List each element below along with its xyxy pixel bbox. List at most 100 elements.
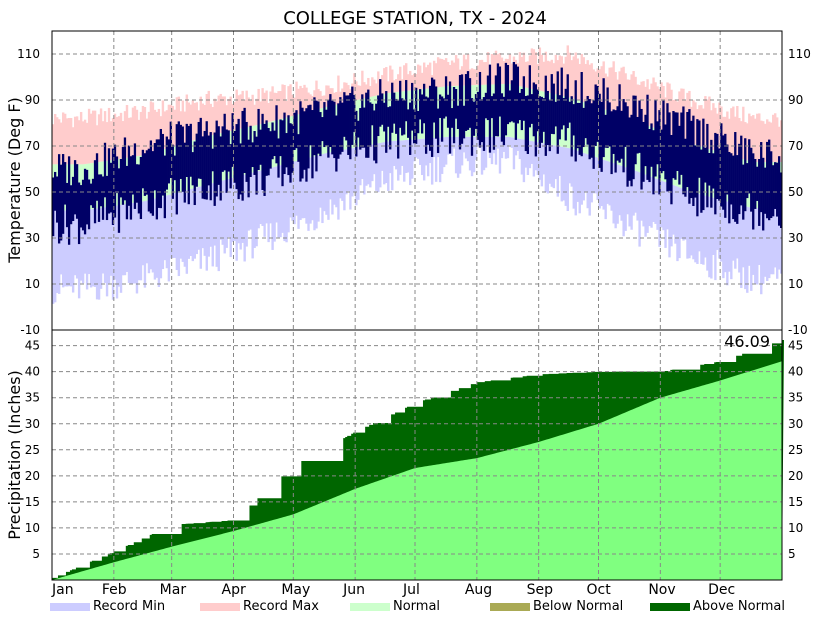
observed-temp-bar — [139, 156, 143, 220]
record-min-bar — [93, 208, 97, 287]
observed-temp-bar — [672, 110, 675, 179]
record-min-bar — [57, 210, 61, 294]
observed-temp-bar — [369, 102, 372, 147]
month-label: Aug — [465, 582, 492, 598]
record-min-bar — [472, 136, 476, 173]
observed-temp-bar — [297, 134, 300, 162]
observed-temp-bar — [682, 106, 685, 195]
observed-temp-bar — [534, 84, 537, 157]
observed-temp-bar — [708, 152, 711, 186]
observed-temp-bar — [516, 66, 520, 124]
record-max-bar — [622, 66, 625, 116]
observed-temp-bar — [395, 98, 398, 134]
record-max-bar — [359, 85, 362, 100]
panel-frames — [51, 30, 783, 581]
observed-temp-bar — [71, 176, 75, 221]
record-min-bar — [363, 145, 366, 195]
observed-temp-bar — [303, 111, 306, 170]
observed-temp-bar — [612, 109, 615, 154]
record-max-bar — [375, 83, 378, 96]
precip-tick-left: 35 — [25, 391, 40, 405]
record-max-bar — [57, 119, 61, 165]
observed-temp-bar — [702, 118, 705, 211]
record-max-bar — [377, 71, 380, 96]
record-max-bar — [53, 113, 57, 165]
record-min-bar — [668, 183, 671, 258]
record-max-bar — [177, 96, 181, 145]
record-max-bar — [758, 113, 761, 163]
observed-temp-bar — [133, 143, 137, 209]
record-min-bar — [243, 174, 246, 262]
record-max-bar — [287, 86, 290, 118]
precipitation-panel — [52, 339, 784, 580]
record-max-bar — [566, 45, 569, 98]
record-min-bar — [546, 144, 550, 194]
record-min-bar — [221, 180, 224, 245]
record-max-bar — [738, 117, 741, 159]
record-min-bar — [736, 204, 739, 259]
record-min-bar — [610, 162, 613, 211]
record-max-bar — [127, 117, 131, 158]
observed-temp-bar — [446, 94, 450, 128]
observed-temp-bar — [750, 147, 753, 212]
record-min-bar — [131, 202, 135, 284]
record-max-bar — [750, 116, 753, 162]
observed-temp-bar — [373, 110, 376, 161]
temp-tick-right: 10 — [788, 277, 803, 291]
observed-temp-bar — [670, 134, 673, 205]
temperature-axis-label: Temperature (Deg F) — [5, 97, 24, 264]
record-min-bar — [175, 192, 179, 271]
record-max-bar — [141, 105, 145, 156]
record-max-bar — [129, 117, 133, 158]
observed-temp-bar — [305, 108, 308, 182]
record-max-bar — [303, 84, 306, 113]
record-min-bar — [624, 167, 627, 231]
observed-temp-bar — [81, 179, 85, 231]
record-min-bar — [203, 185, 206, 256]
record-max-bar — [61, 112, 65, 165]
record-min-bar — [540, 142, 544, 187]
record-max-bar — [347, 85, 350, 103]
record-max-bar — [199, 96, 202, 139]
record-max-bar — [205, 94, 208, 137]
record-min-bar — [768, 208, 771, 279]
record-max-bar — [157, 108, 161, 151]
observed-temp-bar — [460, 74, 464, 144]
record-max-bar — [548, 61, 552, 94]
observed-temp-bar — [137, 164, 141, 214]
observed-temp-bar — [602, 78, 605, 158]
record-min-bar — [187, 189, 191, 259]
observed-temp-bar — [496, 63, 500, 137]
record-max-bar — [123, 111, 127, 159]
record-min-bar — [301, 159, 304, 219]
record-min-bar — [564, 147, 567, 206]
observed-temp-bar — [562, 98, 565, 126]
record-max-bar — [620, 67, 623, 116]
record-min-bar — [345, 149, 348, 195]
precip-tick-left: 20 — [25, 469, 40, 483]
observed-temp-bar — [518, 92, 522, 121]
observed-temp-bar — [536, 89, 539, 132]
observed-temp-bar — [195, 133, 198, 187]
record-min-bar — [213, 182, 216, 246]
observed-temp-bar — [584, 101, 587, 139]
observed-temp-bar — [69, 185, 73, 225]
record-max-bar — [624, 73, 627, 117]
observed-temp-bar — [738, 143, 741, 215]
record-min-bar — [165, 195, 169, 269]
observed-temp-bar — [339, 97, 342, 155]
record-max-bar — [269, 91, 272, 122]
record-max-bar — [484, 62, 488, 85]
observed-temp-bar — [261, 113, 264, 190]
observed-temp-bar — [181, 126, 184, 192]
record-min-bar — [426, 138, 430, 177]
record-max-bar — [422, 62, 426, 89]
record-min-bar — [107, 206, 111, 284]
record-min-bar — [646, 175, 649, 233]
record-max-bar — [85, 122, 89, 164]
observed-temp-bar — [760, 142, 763, 213]
record-max-bar — [730, 108, 733, 156]
precip-tick-left: 40 — [25, 365, 40, 379]
record-max-bar — [748, 113, 751, 162]
record-max-bar — [532, 49, 536, 90]
